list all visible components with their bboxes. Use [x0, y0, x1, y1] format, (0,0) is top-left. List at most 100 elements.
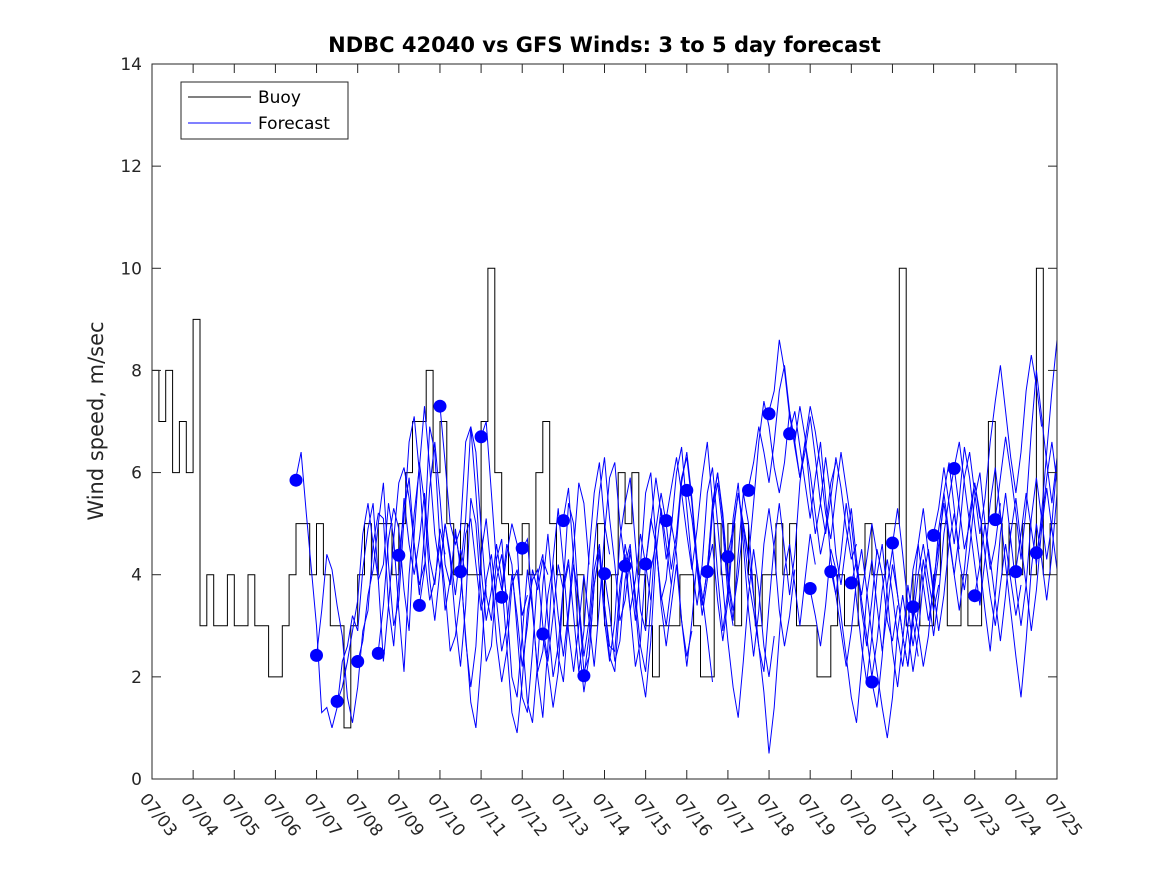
forecast-marker-9	[454, 565, 467, 579]
x-tick-label: 07/18	[752, 790, 798, 841]
forecast-marker-1	[289, 473, 303, 487]
x-tick-label: 07/08	[341, 790, 387, 841]
y-tick-label: 4	[131, 566, 142, 586]
y-tick-label: 6	[131, 464, 142, 484]
forecast-run-line-36	[1015, 339, 1058, 570]
forecast-marker-13	[536, 627, 550, 641]
y-tick-label: 14	[120, 55, 142, 75]
x-tick-label: 07/15	[629, 790, 675, 841]
legend-box	[180, 81, 349, 140]
forecast-marker-11	[495, 590, 509, 604]
y-tick-label: 0	[131, 770, 142, 790]
forecast-marker-14	[556, 514, 570, 528]
forecast-run-line-5	[377, 462, 508, 667]
x-tick-label: 07/24	[999, 790, 1045, 841]
forecast-marker-22	[721, 550, 735, 564]
forecast-marker-24	[762, 407, 776, 421]
chart-title: NDBC 42040 vs GFS Winds: 3 to 5 day fore…	[328, 33, 881, 57]
x-tick-label: 07/20	[834, 790, 880, 841]
x-tick-label: 07/14	[588, 790, 634, 841]
forecast-marker-6	[392, 548, 406, 562]
marker-layer	[289, 399, 1043, 708]
forecast-run-line-21	[706, 441, 837, 672]
forecast-run-line-17	[624, 452, 755, 698]
x-tick-label: 07/10	[423, 790, 469, 841]
x-tick-label: 07/19	[793, 790, 839, 841]
forecast-marker-25	[783, 427, 797, 441]
x-tick-label: 07/07	[300, 790, 346, 841]
forecast-run-line-28	[850, 482, 981, 677]
forecast-marker-7	[412, 598, 426, 612]
forecast-run-line-30	[892, 467, 1022, 647]
forecast-run-line-32	[933, 446, 1058, 652]
forecast-run-line-37	[1035, 441, 1058, 555]
y-tick-label: 10	[120, 259, 142, 279]
plot-background	[152, 64, 1057, 779]
forecast-marker-28	[844, 576, 858, 590]
forecast-marker-26	[803, 582, 817, 595]
forecast-run-line-1	[295, 452, 425, 729]
x-tick-label: 07/04	[176, 790, 222, 841]
forecast-marker-37	[1029, 546, 1043, 560]
forecast-marker-29	[865, 675, 879, 689]
y-tick-label: 2	[131, 668, 142, 688]
forecast-run-line-27	[830, 513, 960, 739]
forecast-run-line-20	[686, 472, 816, 754]
x-tick-label: 07/11	[464, 790, 510, 841]
x-tick-label: 07/21	[876, 790, 922, 841]
forecast-marker-18	[639, 557, 653, 571]
forecast-marker-3	[330, 694, 344, 708]
forecast-run-line-35	[994, 370, 1058, 560]
forecast-run-line-31	[912, 355, 1043, 667]
y-tick-label: 8	[131, 361, 142, 381]
x-tick-label: 07/05	[217, 790, 263, 841]
forecast-marker-2	[310, 648, 323, 662]
x-tick-label: 07/13	[546, 790, 592, 841]
y-tick-label: 12	[120, 157, 142, 177]
x-tick-label: 07/23	[958, 790, 1004, 841]
forecast-marker-34	[968, 589, 982, 603]
series-layer	[152, 64, 1058, 754]
x-tick-label: 07/12	[505, 790, 551, 841]
x-tick-label: 07/17	[711, 790, 757, 841]
forecast-run-line-14	[562, 472, 693, 693]
forecast-marker-30	[886, 536, 899, 550]
forecast-marker-33	[947, 462, 961, 475]
forecast-marker-17	[618, 559, 632, 573]
forecast-marker-21	[700, 565, 714, 579]
forecast-marker-12	[515, 541, 529, 555]
forecast-run-line-26	[809, 544, 940, 723]
forecast-marker-8	[433, 399, 447, 413]
forecast-run-line-11	[501, 457, 631, 723]
forecast-marker-10	[474, 430, 488, 444]
forecast-run-line-10	[480, 421, 611, 713]
forecast-run-line-29	[871, 462, 1001, 708]
forecast-marker-16	[598, 567, 611, 581]
forecast-marker-20	[680, 483, 694, 497]
forecast-run-line-4	[357, 416, 487, 662]
x-tick-label: 07/22	[917, 790, 963, 841]
x-tick-label: 07/25	[1040, 790, 1086, 841]
legend-label-forecast: Forecast	[258, 114, 330, 134]
x-tick-label: 07/16	[670, 790, 716, 841]
forecast-marker-36	[1009, 565, 1023, 579]
x-tick-label: 07/09	[382, 790, 428, 841]
forecast-run-line-34	[974, 487, 1058, 642]
forecast-marker-15	[577, 669, 591, 683]
forecast-run-line-7	[418, 441, 549, 728]
forecast-marker-4	[351, 655, 365, 668]
forecast-run-line-24	[768, 339, 899, 647]
forecast-run-line-2	[316, 492, 446, 723]
forecast-marker-31	[906, 600, 920, 614]
forecast-run-line-13	[542, 477, 672, 708]
forecast-marker-32	[927, 528, 941, 542]
forecast-marker-35	[988, 513, 1002, 527]
y-axis-label: Wind speed, m/sec	[84, 321, 108, 520]
legend: Buoy Forecast	[180, 81, 349, 140]
forecast-marker-27	[824, 565, 838, 579]
forecast-marker-19	[659, 514, 673, 528]
legend-label-buoy: Buoy	[258, 88, 301, 108]
forecast-run-line-18	[645, 446, 775, 718]
